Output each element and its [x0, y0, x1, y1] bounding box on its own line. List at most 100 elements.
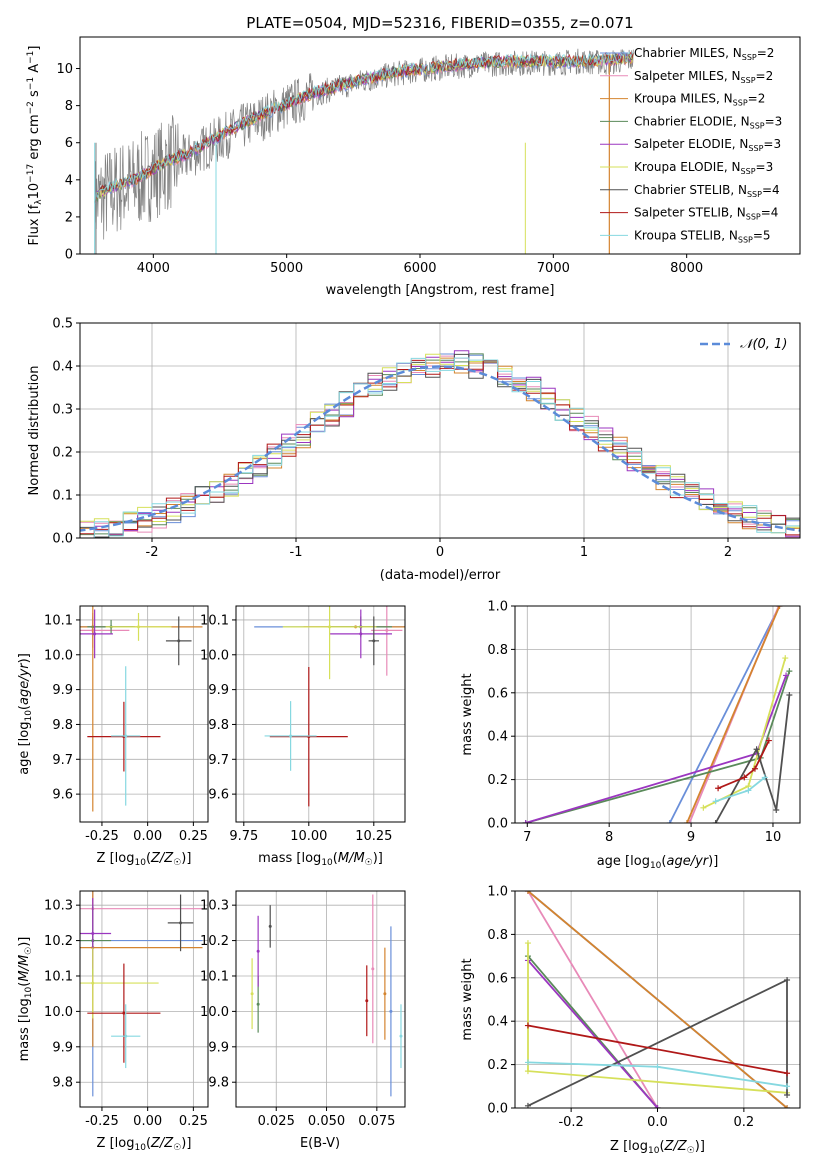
errorbar-point-5 — [328, 625, 332, 629]
weight-marker-7 — [784, 1070, 791, 1077]
x-axis-label: wavelength [Angstrom, rest frame] — [326, 283, 555, 298]
weight-vs-Z-plot-area — [524, 891, 791, 1108]
errorbar-point-3 — [256, 1002, 260, 1006]
model-spectrum-8 — [94, 49, 634, 201]
y-tick-label: 10.3 — [200, 899, 229, 914]
x-tick-label: -0.25 — [85, 829, 119, 844]
weight-line-1 — [527, 891, 659, 1108]
errorbar-point-6 — [179, 921, 183, 925]
y-tick-label: 10.0 — [200, 1005, 229, 1020]
x-axis-label: Z [log10(Z/Z☉)] — [97, 851, 192, 868]
legend-entry: Salpeter STELIB, NSSP=4 — [634, 206, 778, 222]
weight-marker-5 — [524, 940, 531, 947]
y-tick-label: 0.2 — [487, 773, 508, 788]
weight-line-0 — [668, 606, 781, 823]
y-tick-label: 0.0 — [487, 817, 508, 832]
x-tick-label: 7000 — [537, 261, 570, 276]
mass-vs-EBV-axes: 0.025 0.050 0.075 9.8 9.9 10.0 10.1 10.2 10.3 — [200, 890, 406, 1129]
observed-spectrum — [94, 48, 634, 251]
y-tick-label: 10.2 — [44, 934, 73, 949]
y-tick-label: 9.9 — [208, 1040, 229, 1055]
weight-vs-age-axes: 7 8 9 10 0.0 0.2 0.4 0.6 0.8 1.0 age [log10(age/yr… — [460, 600, 801, 871]
y-tick-label: 0.0 — [487, 1102, 508, 1117]
spectrum-axes: 4000 5000 6000 7000 8000 0 2 4 6 8 10 wavelength [A… — [26, 36, 801, 298]
y-axis-label: mass weight — [460, 673, 475, 755]
x-tick-label: 7 — [523, 830, 531, 845]
age-vs-Z-plot-area — [80, 606, 203, 812]
weight-marker-8 — [745, 787, 752, 794]
y-tick-label: 0.4 — [487, 730, 508, 745]
x-tick-label: 0.075 — [358, 1114, 395, 1129]
errorbar-point-8 — [124, 734, 128, 738]
weight-marker-7 — [765, 737, 772, 744]
x-axis-label: Z [log10(Z/Z☉)] — [97, 1136, 192, 1153]
errorbar-point-7 — [365, 999, 369, 1003]
weight-line-7 — [717, 740, 770, 790]
y-tick-label: 1.0 — [487, 600, 508, 615]
y-tick-label: 0.4 — [487, 1015, 508, 1030]
weight-line-3 — [525, 670, 791, 823]
weight-marker-4 — [783, 672, 790, 679]
weight-marker-2 — [683, 820, 690, 823]
weight-marker-2 — [776, 606, 783, 609]
errorbar-point-0 — [389, 1009, 393, 1013]
x-tick-label: 10.25 — [355, 829, 392, 844]
y-axis-label: mass weight — [460, 958, 475, 1040]
residuals-axes: -2 -1 0 1 2 0.0 0.1 0.2 0.3 0.4 0.5 𝒩(0, 1) (data-mo… — [27, 317, 801, 583]
errorbar-point-4 — [91, 931, 95, 935]
weight-marker-6 — [753, 746, 760, 753]
legend-entry: 𝒩(0, 1) — [740, 337, 787, 352]
weight-marker-5 — [524, 1068, 531, 1075]
weight-marker-2 — [524, 891, 531, 894]
weight-line-4 — [527, 959, 659, 1108]
weight-marker-2 — [784, 1105, 791, 1108]
errorbar-point-1 — [371, 967, 375, 971]
y-tick-label: 1.0 — [487, 885, 508, 900]
legend-entry: Salpeter MILES, NSSP=2 — [634, 69, 773, 85]
y-tick-label: 9.8 — [52, 1076, 73, 1091]
weight-marker-6 — [773, 806, 780, 813]
x-tick-label: 8000 — [670, 261, 703, 276]
mass-vs-Z-axes: -0.25 0.00 0.25 9.8 9.9 10.0 10.1 10.2 10.3 Z [lo… — [17, 890, 209, 1153]
legend-entry: Salpeter ELODIE, NSSP=3 — [634, 137, 781, 153]
x-tick-label: 0 — [436, 545, 444, 560]
weight-marker-1 — [686, 820, 693, 823]
residuals-plot-area — [80, 350, 800, 538]
y-tick-label: 0.8 — [487, 643, 508, 658]
y-tick-label: 4 — [65, 173, 73, 188]
x-tick-label: 8 — [605, 830, 613, 845]
x-tick-label: 0.25 — [179, 829, 208, 844]
model-spectrum-7 — [94, 51, 634, 202]
x-axis-label: (data-model)/error — [380, 568, 501, 583]
weight-marker-8 — [654, 1063, 661, 1070]
y-axis-label: Flux [fλ10−17 erg cm−2 s−1 A−1] — [26, 46, 44, 246]
errorbar-point-5 — [137, 625, 141, 629]
errorbar-point-6 — [268, 924, 272, 928]
y-tick-label: 10.0 — [44, 1005, 73, 1020]
weight-line-2 — [686, 606, 781, 823]
weight-marker-8 — [524, 1059, 531, 1066]
residual-histogram-8 — [80, 357, 800, 538]
errorbar-point-6 — [177, 639, 181, 643]
spectrum-plot-area — [94, 48, 634, 254]
weight-marker-5 — [782, 655, 789, 662]
y-tick-label: 9.7 — [208, 753, 229, 768]
y-tick-label: 10.3 — [44, 899, 73, 914]
x-axis-label: Z [log10(Z/Z☉)] — [610, 1139, 705, 1156]
y-tick-label: 0.6 — [487, 971, 508, 986]
x-axis-label: E(B-V) — [300, 1136, 340, 1151]
x-tick-label: 4000 — [137, 261, 170, 276]
weight-line-6 — [714, 694, 791, 823]
y-tick-label: 10.0 — [44, 648, 73, 663]
y-tick-label: 6 — [65, 136, 73, 151]
y-tick-label: 10.2 — [200, 934, 229, 949]
y-tick-label: 9.8 — [208, 718, 229, 733]
x-tick-label: 10.00 — [290, 829, 327, 844]
mass-vs-Z-plot-area — [80, 891, 203, 1097]
weight-marker-7 — [741, 774, 748, 781]
x-tick-label: 5000 — [270, 261, 303, 276]
x-tick-label: -2 — [146, 545, 159, 560]
legend-entry: Kroupa MILES, NSSP=2 — [634, 92, 765, 108]
weight-marker-8 — [712, 798, 719, 805]
errorbar-point-8 — [289, 734, 293, 738]
